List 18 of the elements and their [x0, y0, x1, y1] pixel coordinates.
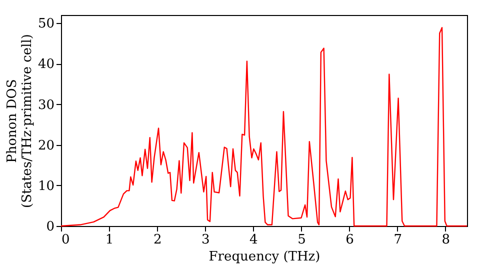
line-series — [60, 26, 468, 227]
y-tick-label: 50 — [38, 16, 54, 32]
x-axis-title: Frequency (THz) — [208, 250, 320, 264]
x-tick-label: 2 — [153, 232, 162, 248]
x-tick-label: 5 — [298, 232, 306, 248]
y-tick-label: 20 — [38, 138, 54, 154]
x-tick-label: 8 — [442, 232, 450, 248]
y-axis-title: Phonon DOS (States/THz·primitive cell) — [4, 34, 35, 208]
y-tick-label: 0 — [46, 220, 54, 234]
x-tick-label: 1 — [105, 232, 114, 248]
y-tick-label: 10 — [38, 178, 54, 194]
x-tick-label: 7 — [394, 232, 402, 248]
x-tick-label: 6 — [346, 232, 354, 248]
x-tick-label: 4 — [250, 232, 258, 248]
y-tick-label: 40 — [38, 57, 54, 72]
x-tick-label: 3 — [202, 232, 210, 248]
x-tick-label: 0 — [62, 232, 70, 248]
y-tick-label: 30 — [38, 98, 54, 113]
